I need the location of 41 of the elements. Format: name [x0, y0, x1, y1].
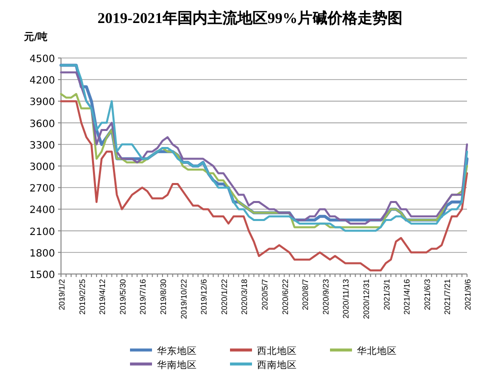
y-tick-label: 3000	[30, 162, 55, 173]
y-tick-label: 1500	[30, 270, 55, 281]
legend-label: 华北地区	[357, 345, 397, 357]
x-tick-label: 2019/8/30	[159, 278, 168, 315]
y-tick-label: 4200	[30, 76, 55, 87]
x-tick-label: 2019/2/25	[78, 278, 87, 315]
x-tick-label: 2019/7/16	[138, 278, 148, 315]
y-tick-label: 3900	[30, 97, 55, 108]
legend-label: 西南地区	[257, 359, 297, 371]
y-tick-label: 2400	[30, 205, 55, 216]
y-tick-label: 4500	[30, 54, 55, 65]
x-tick-label: 2021/3/1	[382, 278, 392, 310]
x-tick-label: 2021/9/6	[464, 278, 472, 310]
x-tick-label: 2020/5/7	[260, 278, 270, 310]
line-series	[60, 100, 468, 272]
x-tick-label: 2021/7/21	[443, 278, 452, 315]
x-tick-label: 2020/8/7	[301, 278, 310, 310]
y-axis-title: 元/吨	[23, 31, 48, 43]
chart-title: 2019-2021年国内主流地区99%片碱价格走势图	[98, 9, 402, 27]
y-tick-label: 3600	[30, 118, 55, 130]
y-tick-label: 2100	[30, 226, 55, 238]
x-tick-label: 2020/1/22	[220, 278, 229, 315]
x-tick-label: 2019/4/12	[98, 278, 108, 315]
x-tick-label: 2020/9/23	[321, 278, 330, 315]
x-tick-label: 2019/12/6	[200, 278, 209, 315]
x-tick-label: 2021/4/16	[402, 278, 412, 315]
legend-label: 西北地区	[257, 345, 297, 357]
legend-label: 华东地区	[157, 345, 197, 357]
legend-label: 华南地区	[157, 359, 197, 371]
x-tick-label: 2020/11/13	[342, 278, 351, 318]
x-tick-label: 2020/6/22	[280, 278, 290, 315]
x-tick-label: 2020/12/31	[362, 278, 371, 320]
x-tick-label: 2019/5/30	[118, 278, 128, 315]
y-tick-label: 1800	[30, 248, 55, 260]
y-tick-label: 2700	[30, 184, 55, 195]
x-tick-label: 2019/1/2	[58, 278, 66, 310]
x-tick-label: 2019/10/22	[179, 278, 188, 320]
x-tick-label: 2020/3/18	[240, 278, 250, 315]
y-tick-label: 3300	[30, 140, 55, 152]
x-tick-label: 2021/6/3	[422, 278, 432, 310]
line-series	[60, 93, 468, 228]
